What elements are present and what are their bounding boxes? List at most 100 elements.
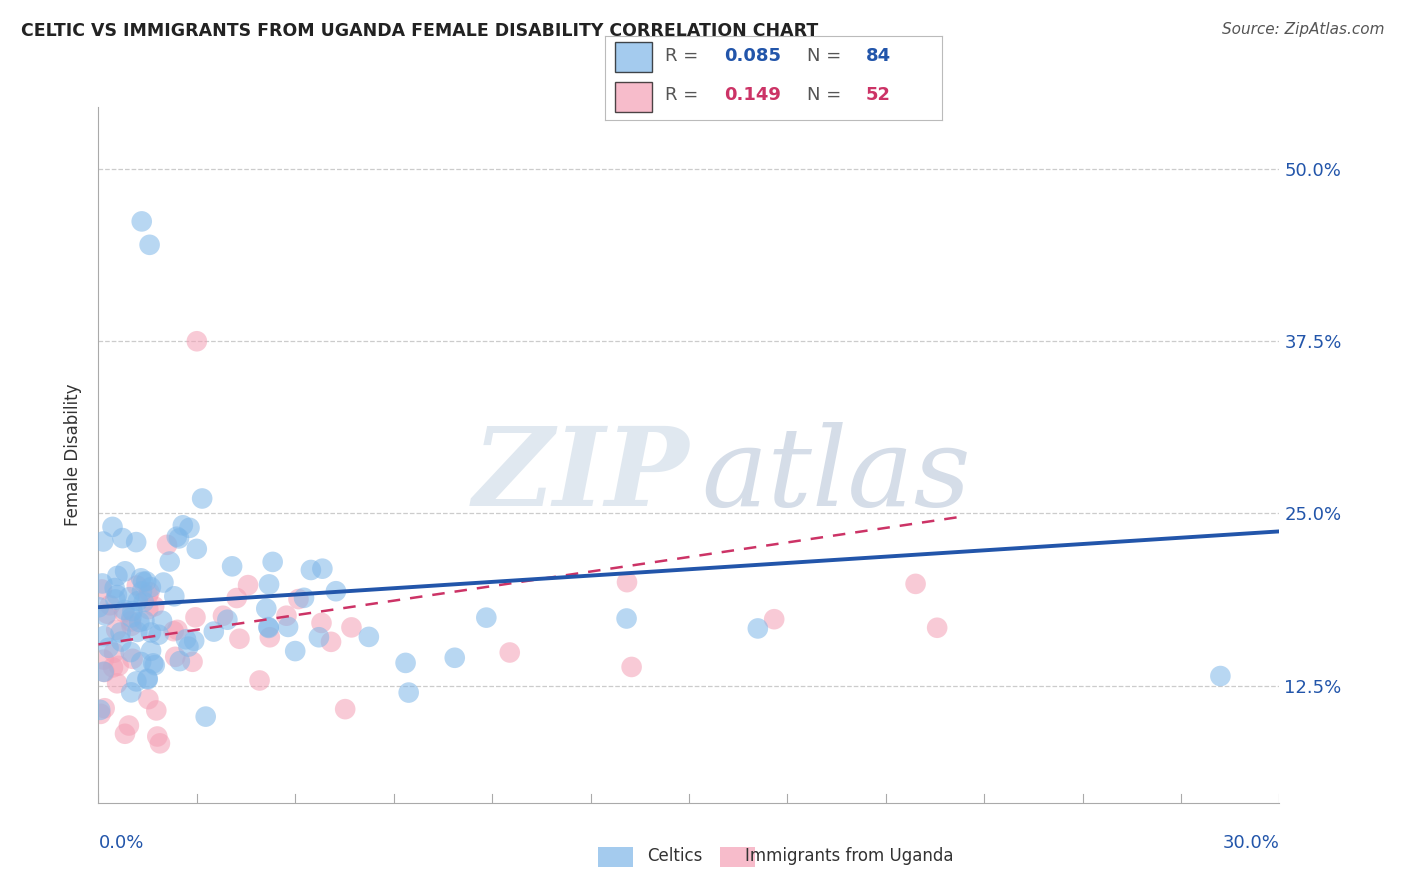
- Point: [93, 665, 115, 679]
- Text: R =: R =: [665, 47, 704, 65]
- Point: [163, 590, 186, 604]
- Point: [101, 520, 124, 534]
- Point: [138, 692, 160, 706]
- Point: [104, 581, 127, 595]
- Point: [105, 623, 128, 637]
- Text: 30.0%: 30.0%: [1223, 834, 1279, 852]
- Point: [169, 654, 191, 668]
- Point: [136, 602, 159, 616]
- Text: N =: N =: [807, 47, 846, 65]
- Point: [93, 665, 115, 679]
- Text: Celtics: Celtics: [647, 847, 702, 865]
- Point: [308, 630, 330, 644]
- Point: [131, 214, 153, 228]
- Point: [257, 577, 280, 591]
- Point: [398, 685, 420, 699]
- FancyBboxPatch shape: [614, 43, 652, 72]
- Point: [105, 676, 128, 690]
- Text: N =: N =: [807, 87, 846, 104]
- Text: R =: R =: [665, 87, 704, 104]
- Point: [340, 620, 363, 634]
- Point: [167, 532, 190, 546]
- Point: [620, 660, 643, 674]
- Point: [475, 610, 498, 624]
- Point: [284, 644, 307, 658]
- Point: [186, 334, 208, 349]
- Point: [249, 673, 271, 688]
- Point: [262, 555, 284, 569]
- Point: [186, 541, 208, 556]
- Point: [110, 634, 132, 648]
- Point: [142, 657, 165, 671]
- Point: [148, 628, 170, 642]
- Point: [120, 645, 142, 659]
- Point: [202, 624, 225, 639]
- Point: [145, 703, 167, 717]
- Text: 84: 84: [866, 47, 891, 65]
- Point: [91, 534, 114, 549]
- Point: [325, 584, 347, 599]
- Point: [120, 685, 142, 699]
- Point: [125, 578, 148, 592]
- Point: [254, 601, 277, 615]
- Point: [163, 624, 186, 639]
- Point: [287, 592, 309, 607]
- Text: atlas: atlas: [700, 422, 970, 530]
- Point: [94, 608, 117, 623]
- Point: [357, 630, 380, 644]
- Text: ZIP: ZIP: [472, 422, 689, 530]
- Point: [139, 580, 162, 594]
- Point: [93, 701, 115, 715]
- Point: [311, 562, 333, 576]
- Point: [292, 591, 315, 605]
- Point: [221, 559, 243, 574]
- Point: [121, 604, 143, 618]
- Point: [111, 531, 134, 545]
- Point: [616, 611, 638, 625]
- Text: 52: 52: [866, 87, 891, 104]
- Point: [616, 575, 638, 590]
- Point: [132, 574, 155, 589]
- Point: [236, 578, 259, 592]
- Text: CELTIC VS IMMIGRANTS FROM UGANDA FEMALE DISABILITY CORRELATION CHART: CELTIC VS IMMIGRANTS FROM UGANDA FEMALE …: [21, 22, 818, 40]
- Point: [128, 615, 150, 629]
- Point: [114, 603, 136, 617]
- Point: [174, 632, 197, 647]
- Point: [172, 518, 194, 533]
- Point: [87, 600, 110, 615]
- Point: [138, 585, 160, 599]
- Point: [131, 584, 153, 599]
- Point: [191, 491, 214, 506]
- Point: [136, 672, 159, 686]
- Point: [146, 730, 169, 744]
- Point: [228, 632, 250, 646]
- Text: 0.149: 0.149: [724, 87, 782, 104]
- Point: [1209, 669, 1232, 683]
- Point: [277, 620, 299, 634]
- Y-axis label: Female Disability: Female Disability: [65, 384, 83, 526]
- Point: [139, 644, 162, 658]
- Point: [125, 674, 148, 689]
- Point: [177, 640, 200, 654]
- Point: [101, 660, 124, 674]
- Point: [98, 599, 121, 613]
- Point: [150, 614, 173, 628]
- Point: [166, 623, 188, 637]
- Point: [149, 736, 172, 750]
- Point: [97, 640, 120, 655]
- Point: [747, 622, 769, 636]
- Text: 0.0%: 0.0%: [98, 834, 143, 852]
- Point: [96, 607, 118, 621]
- Point: [90, 706, 112, 721]
- Point: [257, 620, 280, 634]
- Point: [156, 538, 179, 552]
- Point: [93, 653, 115, 667]
- Point: [107, 569, 129, 583]
- Point: [335, 702, 357, 716]
- Point: [107, 658, 129, 673]
- Text: 0.085: 0.085: [724, 47, 782, 65]
- Point: [132, 595, 155, 609]
- Point: [311, 615, 333, 630]
- Point: [299, 563, 322, 577]
- Point: [118, 718, 141, 732]
